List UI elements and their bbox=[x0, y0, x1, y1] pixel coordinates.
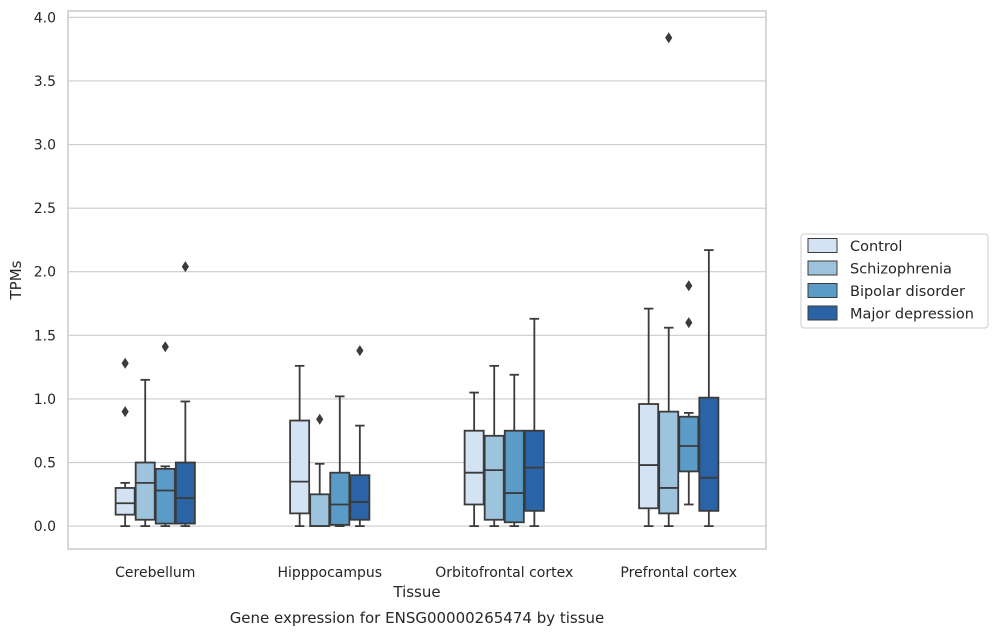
outlier-point bbox=[665, 32, 673, 44]
box-bipolar-disorder bbox=[329, 395, 351, 528]
legend-swatch bbox=[807, 238, 838, 253]
legend: Control Schizophrenia Bipolar disorder Majo… bbox=[800, 233, 989, 329]
y-tick-labels: 0.0 0.5 1.0 1.5 2.0 2.5 3.0 3.5 4.0 bbox=[34, 10, 56, 535]
box-body bbox=[483, 434, 505, 521]
y-tick-label: 0.5 bbox=[34, 456, 56, 472]
outlier-point bbox=[316, 413, 324, 425]
y-tick-label: 2.0 bbox=[34, 265, 56, 281]
outlier-point bbox=[356, 345, 364, 357]
legend-label: Schizophrenia bbox=[850, 262, 952, 278]
box-major-depression bbox=[349, 345, 371, 528]
box-control bbox=[114, 357, 136, 528]
legend-frame bbox=[800, 233, 989, 329]
x-tick-label: Hipppocampus bbox=[277, 565, 382, 581]
box-schizophrenia bbox=[309, 413, 331, 528]
y-axis-label: TPMs bbox=[7, 260, 25, 300]
outlier-point bbox=[121, 357, 129, 369]
box-body bbox=[309, 493, 331, 528]
box-schizophrenia bbox=[483, 364, 505, 528]
y-tick-label: 1.5 bbox=[34, 328, 56, 344]
box-body bbox=[523, 429, 545, 512]
box-body bbox=[503, 429, 525, 524]
box-body bbox=[134, 461, 156, 521]
legend-label: Bipolar disorder bbox=[850, 284, 965, 300]
outlier-point bbox=[161, 341, 169, 353]
y-tick-label: 3.0 bbox=[34, 138, 56, 154]
box-control bbox=[289, 364, 311, 528]
box-body bbox=[154, 467, 176, 525]
box-bipolar-disorder bbox=[154, 341, 176, 528]
y-tick-label: 2.5 bbox=[34, 201, 56, 217]
box-body bbox=[174, 461, 196, 525]
box-major-depression bbox=[698, 249, 720, 528]
box-control bbox=[638, 307, 660, 528]
y-tick-label: 1.0 bbox=[34, 392, 56, 408]
box-body bbox=[289, 419, 311, 515]
box-body bbox=[329, 471, 351, 526]
y-tick-label: 3.5 bbox=[34, 74, 56, 90]
outlier-point bbox=[685, 317, 693, 329]
legend-swatch bbox=[807, 305, 838, 321]
box-body bbox=[678, 415, 700, 473]
x-tick-label: Prefrontal cortex bbox=[620, 565, 737, 581]
x-tick-labels: Cerebellum Hipppocampus Orbitofrontal cort… bbox=[115, 565, 737, 581]
box-body bbox=[114, 487, 136, 516]
box-control bbox=[463, 391, 485, 528]
legend-swatch bbox=[807, 283, 838, 298]
y-tick-label: 0.0 bbox=[34, 519, 56, 535]
legend-label: Major depression bbox=[850, 307, 974, 323]
legend-label: Control bbox=[850, 239, 902, 255]
outlier-point bbox=[685, 280, 693, 292]
outlier-point bbox=[181, 261, 189, 273]
box-body bbox=[463, 429, 485, 506]
chart-caption: Gene expression for ENSG00000265474 by t… bbox=[230, 609, 605, 627]
box-schizophrenia bbox=[658, 32, 680, 528]
plot-frame bbox=[67, 10, 767, 550]
legend-swatch bbox=[807, 260, 838, 276]
box-body bbox=[349, 474, 371, 521]
x-tick-label: Orbitofrontal cortex bbox=[435, 565, 573, 581]
box-body bbox=[698, 396, 720, 512]
box-body bbox=[638, 403, 660, 510]
box-schizophrenia bbox=[134, 378, 156, 528]
box-bipolar-disorder bbox=[503, 373, 525, 528]
x-tick-label: Cerebellum bbox=[115, 565, 195, 581]
y-tick-label: 4.0 bbox=[34, 10, 56, 26]
box-major-depression bbox=[174, 261, 196, 528]
box-body bbox=[658, 410, 680, 515]
box-major-depression bbox=[523, 317, 545, 528]
box-bipolar-disorder bbox=[678, 280, 700, 506]
x-axis-label: Tissue bbox=[392, 583, 440, 601]
box-groups bbox=[114, 32, 720, 528]
outlier-point bbox=[121, 406, 129, 418]
